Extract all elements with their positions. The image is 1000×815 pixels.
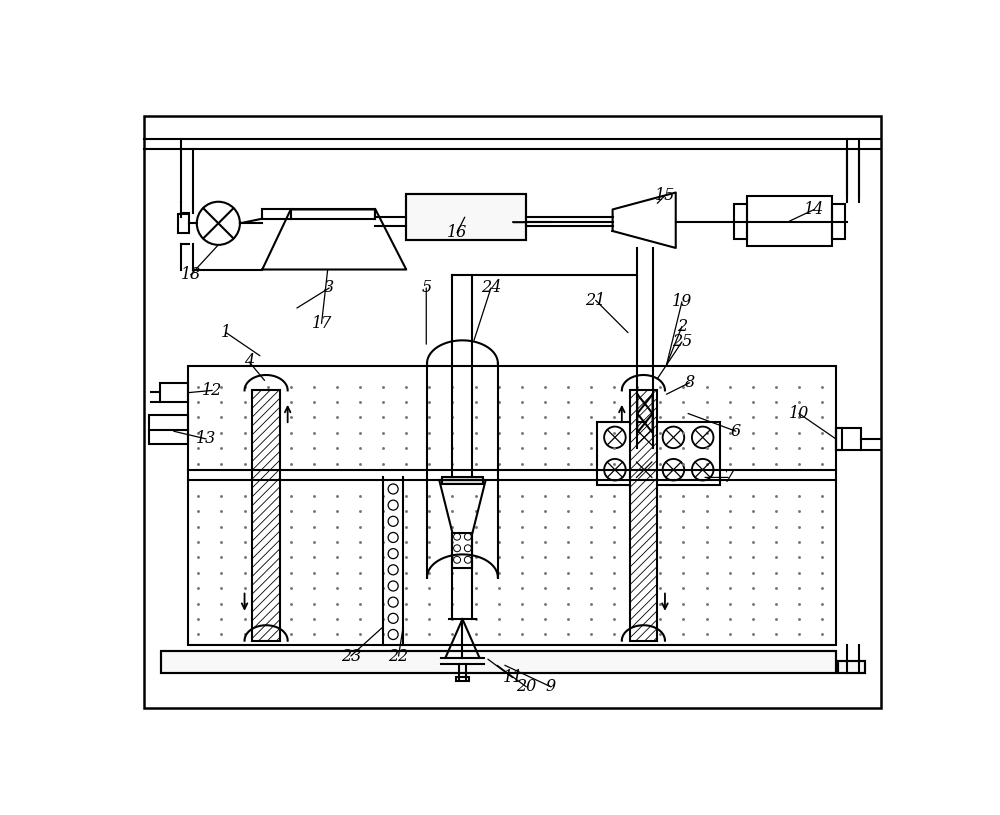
- Text: 7: 7: [723, 469, 733, 486]
- Bar: [836, 428, 842, 450]
- Text: 12: 12: [202, 382, 222, 399]
- Bar: [747, 196, 832, 246]
- Text: 24: 24: [481, 280, 501, 297]
- Bar: [734, 204, 747, 239]
- Bar: [442, 478, 483, 483]
- Bar: [456, 676, 469, 681]
- Text: 3: 3: [324, 280, 334, 297]
- Text: 8: 8: [685, 374, 695, 391]
- Bar: [597, 422, 720, 485]
- Text: 2: 2: [677, 318, 687, 335]
- Bar: [149, 415, 188, 444]
- Text: 15: 15: [655, 187, 675, 204]
- Bar: [161, 651, 836, 673]
- Text: 19: 19: [672, 293, 692, 311]
- Text: 1: 1: [221, 324, 231, 341]
- Text: 14: 14: [804, 201, 824, 218]
- Text: 20: 20: [516, 678, 536, 695]
- Bar: [252, 390, 280, 641]
- Text: 9: 9: [546, 678, 556, 695]
- Bar: [630, 390, 657, 641]
- Text: 16: 16: [447, 224, 467, 241]
- Bar: [406, 194, 526, 240]
- Text: 5: 5: [421, 280, 431, 297]
- Bar: [262, 209, 375, 218]
- Bar: [838, 662, 865, 673]
- Text: 25: 25: [672, 333, 692, 350]
- Text: 17: 17: [311, 315, 332, 332]
- Text: 4: 4: [244, 354, 254, 370]
- Bar: [406, 194, 526, 240]
- Bar: [452, 533, 472, 567]
- Text: 23: 23: [341, 648, 361, 664]
- Bar: [161, 651, 836, 673]
- Text: 18: 18: [181, 267, 201, 284]
- Bar: [188, 366, 836, 645]
- Bar: [178, 214, 189, 232]
- Bar: [832, 204, 845, 239]
- Text: 22: 22: [388, 648, 409, 664]
- Text: 6: 6: [731, 423, 741, 440]
- Bar: [160, 383, 188, 402]
- Text: 21: 21: [586, 292, 606, 309]
- Bar: [836, 428, 861, 450]
- Text: 11: 11: [502, 669, 523, 686]
- Text: 10: 10: [789, 405, 809, 422]
- Bar: [838, 662, 865, 673]
- Text: 13: 13: [196, 430, 216, 447]
